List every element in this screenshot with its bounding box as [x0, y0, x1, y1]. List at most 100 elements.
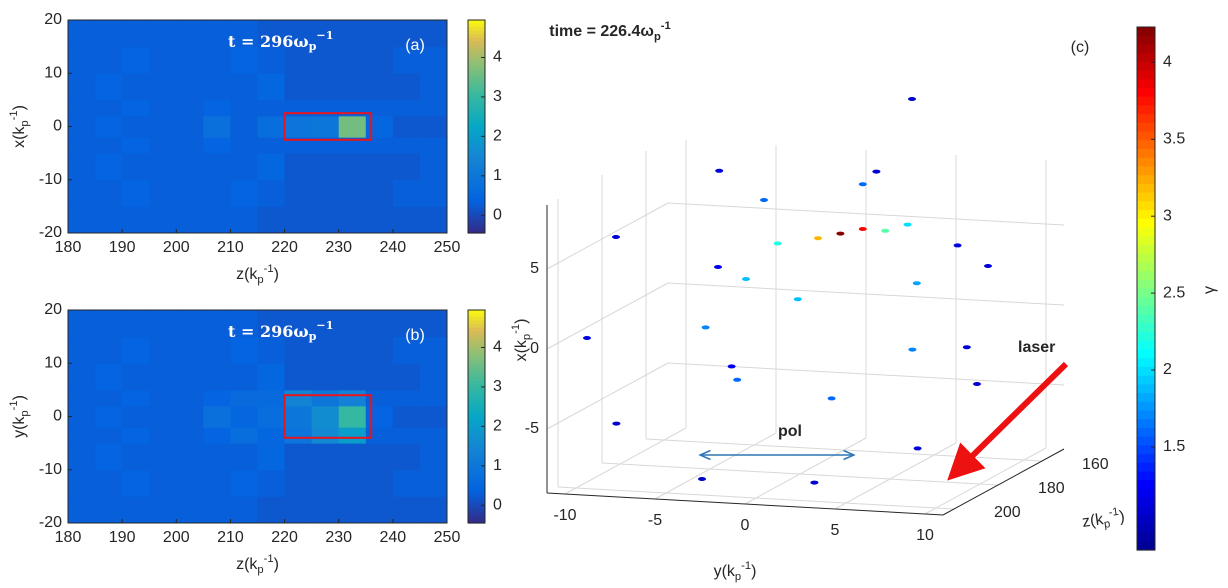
heatmap-cell [95, 336, 123, 364]
colorbar-segment [468, 76, 485, 81]
x-tick-label: 220 [271, 239, 298, 256]
heatmap-cell [230, 310, 258, 338]
y-tick-label: -20 [39, 514, 62, 531]
heatmap-cell [122, 443, 150, 471]
heatmap-cell [419, 153, 448, 181]
y-tick-label: 10 [44, 64, 62, 81]
colorbar-segment [468, 420, 485, 425]
heatmap-cell [338, 73, 367, 101]
colorbar-segment [468, 94, 485, 99]
heatmap-cell [419, 46, 448, 74]
colorbar-segment [468, 48, 485, 53]
y-tick-label: 10 [916, 527, 934, 544]
heatmap-cell [176, 46, 204, 74]
colorbar-segment [468, 452, 485, 457]
colorbar-segment [468, 83, 485, 89]
grid-line [546, 282, 669, 350]
colorbar-segment [468, 356, 485, 361]
heatmap-cell [176, 363, 204, 391]
colorbar-segment [468, 147, 485, 152]
heatmap-cell [284, 73, 313, 101]
particle [814, 236, 822, 241]
heatmap-cell [365, 427, 394, 444]
colorbar-segment [1137, 375, 1155, 385]
heatmap-cell [149, 73, 177, 101]
y-axis-label: y(kp-1) [8, 395, 31, 438]
heatmap-cell [284, 20, 313, 48]
heatmap-cell [203, 427, 231, 444]
label-part: ) [751, 563, 756, 580]
colorbar-segment [468, 140, 485, 145]
x-tick-label: 240 [380, 239, 407, 256]
heatmap-cell [122, 363, 150, 391]
colorbar-segment [468, 98, 485, 103]
colorbar-tick-label: 3 [1163, 207, 1172, 224]
label-part: p [309, 39, 317, 53]
heatmap-cell [203, 405, 231, 428]
heatmap-cell [176, 336, 204, 364]
colorbar-segment [1137, 175, 1155, 185]
heatmap-cell [95, 389, 123, 407]
heatmap-cell [392, 46, 421, 74]
heatmap-cell [68, 73, 96, 101]
particle [903, 222, 912, 227]
heatmap-cell [149, 99, 177, 117]
heatmap-cell [392, 137, 421, 154]
colorbar-segment [468, 186, 485, 191]
particle [913, 446, 922, 451]
x-tick-label: 210 [217, 529, 244, 546]
x-axis-label: z(kp-1) [236, 263, 279, 286]
colorbar-segment [468, 409, 485, 414]
heatmap-cell [365, 336, 394, 364]
label-part: x(k [11, 126, 28, 148]
particle [908, 97, 916, 101]
heatmap-cell [257, 73, 286, 101]
colorbar-tick-label: 0 [493, 206, 502, 223]
heatmap-cell [230, 469, 258, 497]
colorbar-segment [468, 349, 485, 354]
colorbar-segment [1137, 384, 1155, 394]
heatmap-cell [68, 443, 96, 471]
colorbar-segment [1137, 271, 1155, 281]
heatmap-cell [257, 99, 286, 117]
colorbar-segment [468, 398, 485, 403]
colorbar-segment [1137, 523, 1155, 534]
particle [760, 198, 768, 202]
heatmap-cell [392, 427, 421, 444]
colorbar-segment [468, 130, 485, 135]
heatmap-cell [176, 469, 204, 497]
particle [612, 421, 621, 426]
heatmap-cell [257, 443, 286, 471]
heatmap-cell [176, 443, 204, 471]
heatmap-cell [365, 153, 394, 181]
colorbar-segment [1137, 436, 1155, 446]
colorbar-segment [1137, 166, 1155, 176]
colorbar-segment [468, 80, 485, 85]
heatmap-cell [284, 153, 313, 181]
label-part: p [19, 120, 31, 126]
heatmap-cell [149, 153, 177, 181]
colorbar-tick-label: 4 [493, 49, 502, 66]
heatmap-cell [338, 405, 367, 428]
colorbar-segment [468, 66, 485, 71]
grid-line [924, 447, 1047, 515]
colorbar-segment [1137, 340, 1155, 351]
colorbar-segment [1137, 114, 1155, 124]
heatmap-cell [284, 405, 313, 428]
heatmap-cell [203, 389, 231, 407]
colorbar-segment [1137, 541, 1155, 551]
heatmap-cell [203, 363, 231, 391]
heatmap-cell [419, 206, 448, 234]
colorbar-segment [468, 215, 485, 220]
colorbar-segment [1137, 227, 1155, 237]
z-axis-label: z(kp-1) [1081, 505, 1127, 534]
heatmap-cell [419, 496, 448, 524]
heatmap-cell [149, 46, 177, 74]
colorbar-segment [468, 197, 485, 202]
label-part: x(k [513, 339, 530, 361]
heatmap-cell [95, 137, 123, 154]
colorbar-segment [1137, 462, 1155, 473]
heatmap-cell [392, 496, 421, 524]
colorbar-segment [468, 487, 485, 492]
heatmap-cell [68, 405, 96, 428]
